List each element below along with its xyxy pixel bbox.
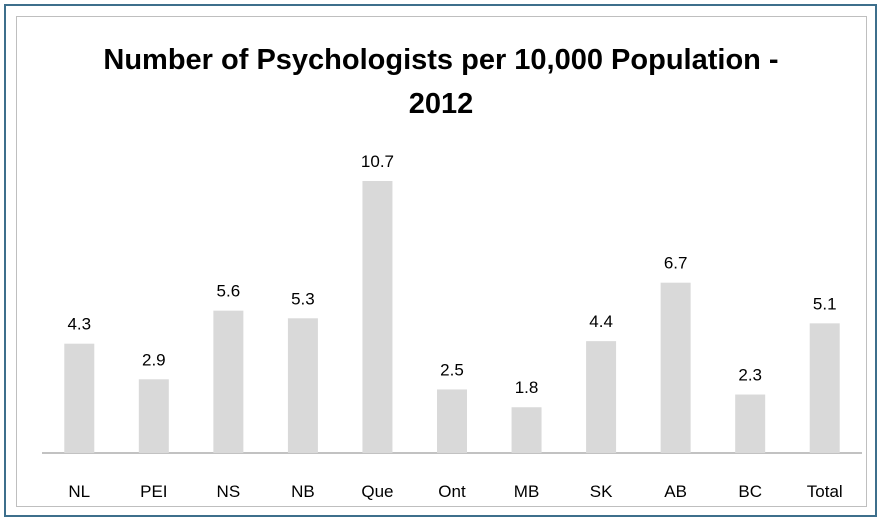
data-label: 2.3 (738, 366, 762, 385)
bar (138, 379, 169, 453)
x-tick-label: PEI (140, 482, 167, 501)
bar (511, 407, 542, 453)
bar (437, 389, 467, 453)
data-label: 2.5 (440, 360, 464, 379)
bar (809, 323, 840, 453)
x-tick-label: NL (68, 482, 90, 501)
data-label: 5.1 (813, 294, 837, 313)
data-label: 5.6 (217, 282, 241, 301)
data-label: 4.4 (589, 312, 613, 331)
bar (586, 341, 617, 453)
x-tick-label: Que (361, 482, 393, 501)
bar (660, 282, 691, 453)
chart-frame (4, 4, 877, 517)
plot-frame (16, 16, 867, 507)
x-tick-label: Ont (438, 482, 466, 501)
bar (64, 343, 95, 453)
x-tick-label: NS (217, 482, 241, 501)
x-tick-label: NB (291, 482, 315, 501)
data-label: 10.7 (361, 152, 394, 171)
bar (213, 310, 244, 453)
data-label: 2.9 (142, 350, 166, 369)
data-label: 6.7 (664, 254, 688, 273)
x-tick-label: SK (590, 482, 613, 501)
x-tick-label: AB (664, 482, 687, 501)
bar (735, 394, 766, 453)
x-tick-label: MB (514, 482, 540, 501)
x-tick-label: Total (807, 482, 843, 501)
bar (287, 318, 318, 453)
x-tick-label: BC (738, 482, 762, 501)
bar (362, 181, 393, 453)
data-label: 5.3 (291, 289, 315, 308)
data-label: 1.8 (515, 378, 539, 397)
chart-title: Number of Psychologists per 10,000 Popul… (103, 44, 779, 120)
data-label: 4.3 (67, 315, 91, 334)
